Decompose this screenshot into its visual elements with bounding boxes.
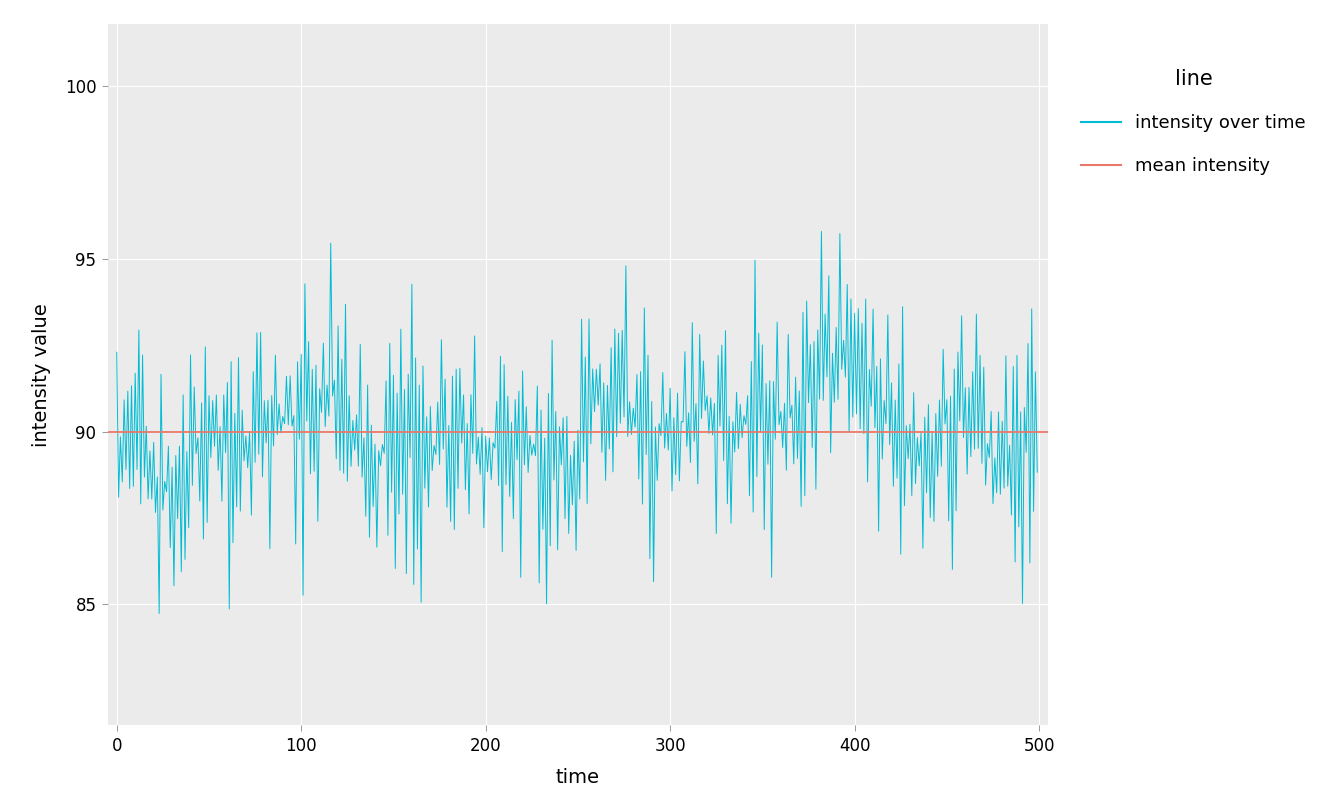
X-axis label: time: time: [556, 768, 599, 787]
Y-axis label: intensity value: intensity value: [32, 303, 51, 447]
Legend: intensity over time, mean intensity: intensity over time, mean intensity: [1067, 54, 1320, 189]
